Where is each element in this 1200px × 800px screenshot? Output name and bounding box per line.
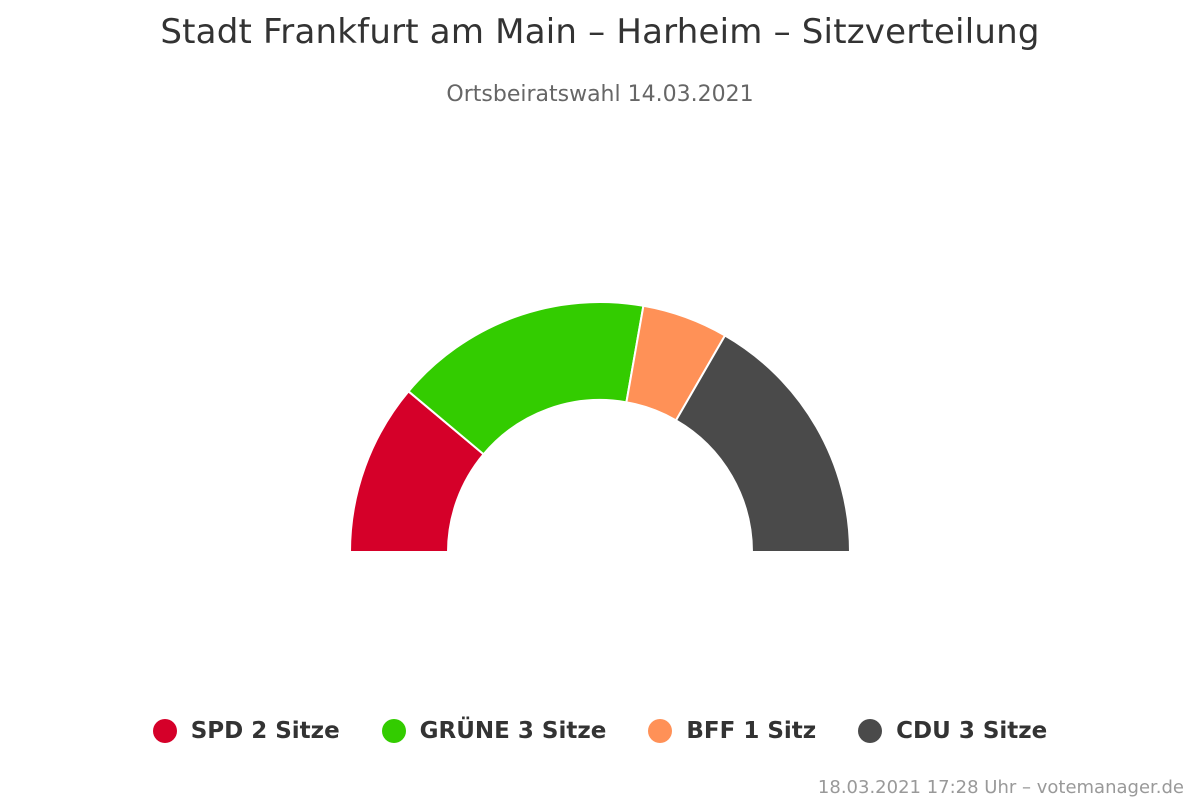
legend-symbol-bff xyxy=(648,719,673,743)
legend-label-spd: SPD 2 Sitze xyxy=(190,718,340,744)
legend-symbol-gruene xyxy=(381,719,406,743)
credits-link[interactable]: 18.03.2021 17:28 Uhr – votemanager.de xyxy=(817,777,1184,798)
legend-item-bff[interactable]: BFF 1 Sitz xyxy=(648,718,816,744)
legend-symbol-spd xyxy=(152,719,177,743)
chart-subtitle: Ortsbeiratswahl 14.03.2021 xyxy=(446,82,754,107)
legend-label-bff: BFF 1 Sitz xyxy=(686,718,817,744)
legend-label-cdu: CDU 3 Sitze xyxy=(896,718,1048,744)
chart-legend: SPD 2 Sitze GRÜNE 3 Sitze BFF 1 Sitz CDU… xyxy=(0,718,1200,744)
slice-cdu[interactable] xyxy=(675,334,851,553)
legend-item-cdu[interactable]: CDU 3 Sitze xyxy=(858,718,1047,744)
chart-title: Stadt Frankfurt am Main – Harheim – Sitz… xyxy=(160,12,1040,52)
legend-item-spd[interactable]: SPD 2 Sitze xyxy=(152,718,340,744)
legend-item-gruene[interactable]: GRÜNE 3 Sitze xyxy=(381,718,607,744)
chart-slices xyxy=(349,301,851,553)
legend-symbol-cdu xyxy=(858,719,883,743)
legend-label-gruene: GRÜNE 3 Sitze xyxy=(419,718,607,744)
